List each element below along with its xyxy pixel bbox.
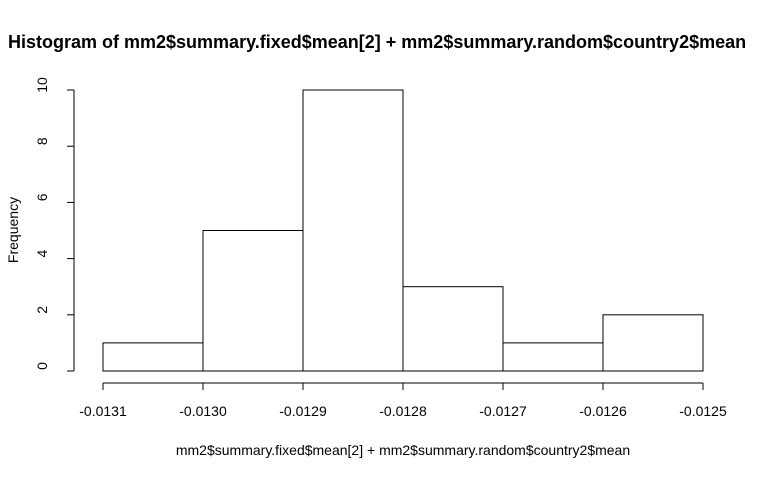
histogram-bar-0 <box>102 342 204 372</box>
y-tick-label: 2 <box>34 306 50 314</box>
histogram-bar-5 <box>602 314 704 372</box>
x-axis-label: mm2$summary.fixed$mean[2] + mm2$summary.… <box>176 442 630 458</box>
y-axis-label: Frequency <box>5 197 21 263</box>
histogram-bar-4 <box>502 342 604 372</box>
x-tick-label: -0.0125 <box>679 403 727 419</box>
x-axis: -0.0131 -0.0130 -0.0129 -0.0128 -0.0127 -0.01… <box>79 382 727 419</box>
y-tick-label: 8 <box>34 137 50 145</box>
y-tick-label: 0 <box>34 362 50 370</box>
chart-title: Histogram of mm2$summary.fixed$mean[2] +… <box>8 32 746 52</box>
histogram-bar-2 <box>302 89 404 372</box>
y-tick-label: 10 <box>34 77 50 93</box>
histogram-bar-1 <box>202 230 304 372</box>
bars-group <box>102 89 704 372</box>
x-tick-label: -0.0128 <box>379 403 427 419</box>
x-tick-label: -0.0131 <box>79 403 127 419</box>
y-axis: 0 2 4 6 8 10 <box>34 77 75 372</box>
y-tick-label: 6 <box>34 193 50 201</box>
x-tick-label: -0.0129 <box>279 403 327 419</box>
x-tick-label: -0.0127 <box>479 403 527 419</box>
histogram-bar-3 <box>402 286 504 372</box>
x-tick-label: -0.0126 <box>579 403 627 419</box>
y-tick-label: 4 <box>34 249 50 257</box>
x-tick-label: -0.0130 <box>179 403 227 419</box>
